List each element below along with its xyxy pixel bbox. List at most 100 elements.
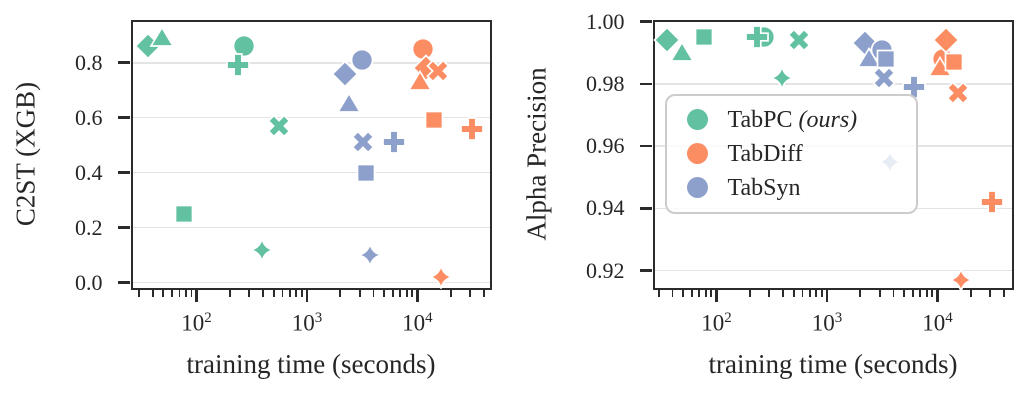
marker-TabSyn-square [356, 163, 375, 182]
y-tick-label: 0.4 [75, 159, 103, 185]
x-minor-tick [657, 290, 660, 297]
x-tick-label: 102 [181, 309, 212, 336]
legend-label: TabPC (ours) [728, 108, 858, 132]
gridline [654, 269, 1012, 272]
gridline [132, 281, 490, 284]
gridline [132, 171, 490, 174]
x-minor-tick [919, 290, 922, 297]
y-tick-label: 0.92 [586, 257, 625, 283]
y-tick [118, 226, 130, 229]
x-minor-tick [272, 290, 275, 297]
right-plot-area: TabPC (ours) TabDiff TabSyn 0.92 0.94 0.96… [586, 10, 1014, 335]
x-minor-tick [969, 290, 972, 297]
x-tick-label: 104 [922, 309, 953, 336]
x-minor-tick [704, 290, 707, 297]
x-minor-tick [768, 290, 771, 297]
y-tick-label: 0.96 [586, 133, 625, 159]
x-minor-tick [931, 290, 934, 297]
marker-TabSyn-square [876, 49, 896, 69]
legend-label-text: TabPC [727, 106, 799, 133]
x-minor-tick [469, 290, 471, 297]
x-minor-tick [391, 290, 394, 297]
marker-TabPC-plus [225, 53, 250, 78]
y-tick [640, 269, 652, 272]
y-tick [118, 171, 130, 174]
legend-marker-circle-icon [686, 109, 708, 130]
x-minor-tick [372, 290, 375, 297]
y-tick [118, 61, 130, 64]
legend-label: TabDiff [728, 142, 803, 166]
marker-TabDiff-plus [459, 116, 484, 141]
left-plot-area: 0.0 0.2 0.4 0.6 0.8 102 103 104 [75, 19, 492, 335]
x-tick [416, 290, 419, 302]
y-tick-label: 0.0 [75, 269, 103, 295]
x-minor-tick [878, 290, 881, 297]
marker-TabPC-diamond [653, 26, 682, 54]
y-tick-label: 0.8 [75, 49, 103, 75]
y-tick [118, 281, 130, 284]
marker-TabDiff-star [428, 265, 453, 289]
gridline [132, 226, 490, 229]
x-minor-tick [808, 290, 811, 297]
x-minor-tick [171, 290, 173, 297]
x-minor-tick [748, 290, 751, 297]
x-minor-tick [162, 290, 165, 297]
marker-TabPC-square [694, 27, 714, 47]
x-minor-tick [262, 290, 264, 297]
x-minor-tick [178, 290, 181, 297]
x-minor-tick [295, 290, 298, 297]
y-tick [640, 82, 652, 86]
gridline [132, 61, 490, 64]
x-minor-tick [698, 290, 701, 297]
marker-TabPC-triangle [149, 25, 175, 47]
legend-label-text: TabDiff [727, 140, 803, 167]
marker-TabDiff-plus [979, 190, 1004, 214]
x-minor-tick [792, 290, 795, 297]
marker-TabPC-triangle [669, 40, 695, 62]
x-minor-tick [691, 290, 693, 297]
x-tick [305, 290, 309, 302]
left-x-axis-title: training time (seconds) [186, 349, 436, 379]
x-minor-tick [399, 290, 402, 297]
y-tick [118, 116, 130, 119]
x-tick [715, 290, 718, 302]
x-minor-tick [912, 290, 914, 297]
x-minor-tick [903, 290, 906, 297]
marker-TabPC-plus [745, 25, 770, 49]
marker-TabPC-x [267, 114, 291, 138]
marker-TabDiff-x [946, 81, 971, 105]
x-minor-tick [925, 290, 928, 297]
x-minor-tick [482, 290, 485, 297]
marker-TabDiff-x [426, 59, 451, 83]
x-tick [936, 290, 939, 302]
marker-TabPC-circle [232, 34, 256, 58]
x-tick-label: 104 [402, 309, 433, 336]
legend-label-suffix: (ours) [798, 106, 858, 133]
marker-TabSyn-circle [350, 48, 374, 72]
marker-TabSyn-star [357, 243, 382, 267]
x-minor-tick [815, 290, 818, 297]
marker-TabPC-star [250, 237, 275, 262]
x-minor-tick [190, 290, 193, 297]
x-minor-tick [383, 290, 386, 297]
x-tick [195, 290, 198, 302]
marker-TabSyn-plus [381, 130, 406, 155]
x-tick [825, 290, 829, 302]
x-minor-tick [671, 290, 674, 297]
x-tick-label: 102 [701, 309, 732, 336]
x-minor-tick [892, 290, 895, 297]
legend-item-tabpc: TabPC (ours) [686, 108, 916, 132]
marker-TabSyn-x [871, 65, 896, 90]
x-minor-tick [301, 290, 303, 297]
x-tick-label: 103 [291, 309, 323, 336]
x-minor-tick [782, 290, 784, 297]
x-minor-tick [859, 290, 862, 297]
x-minor-tick [989, 290, 992, 297]
x-minor-tick [137, 290, 140, 297]
marker-TabPC-star [770, 65, 795, 90]
y-tick-label: 1.00 [586, 8, 625, 34]
x-minor-tick [248, 290, 251, 297]
gridline [654, 82, 1012, 85]
y-tick-label: 0.2 [75, 214, 103, 240]
